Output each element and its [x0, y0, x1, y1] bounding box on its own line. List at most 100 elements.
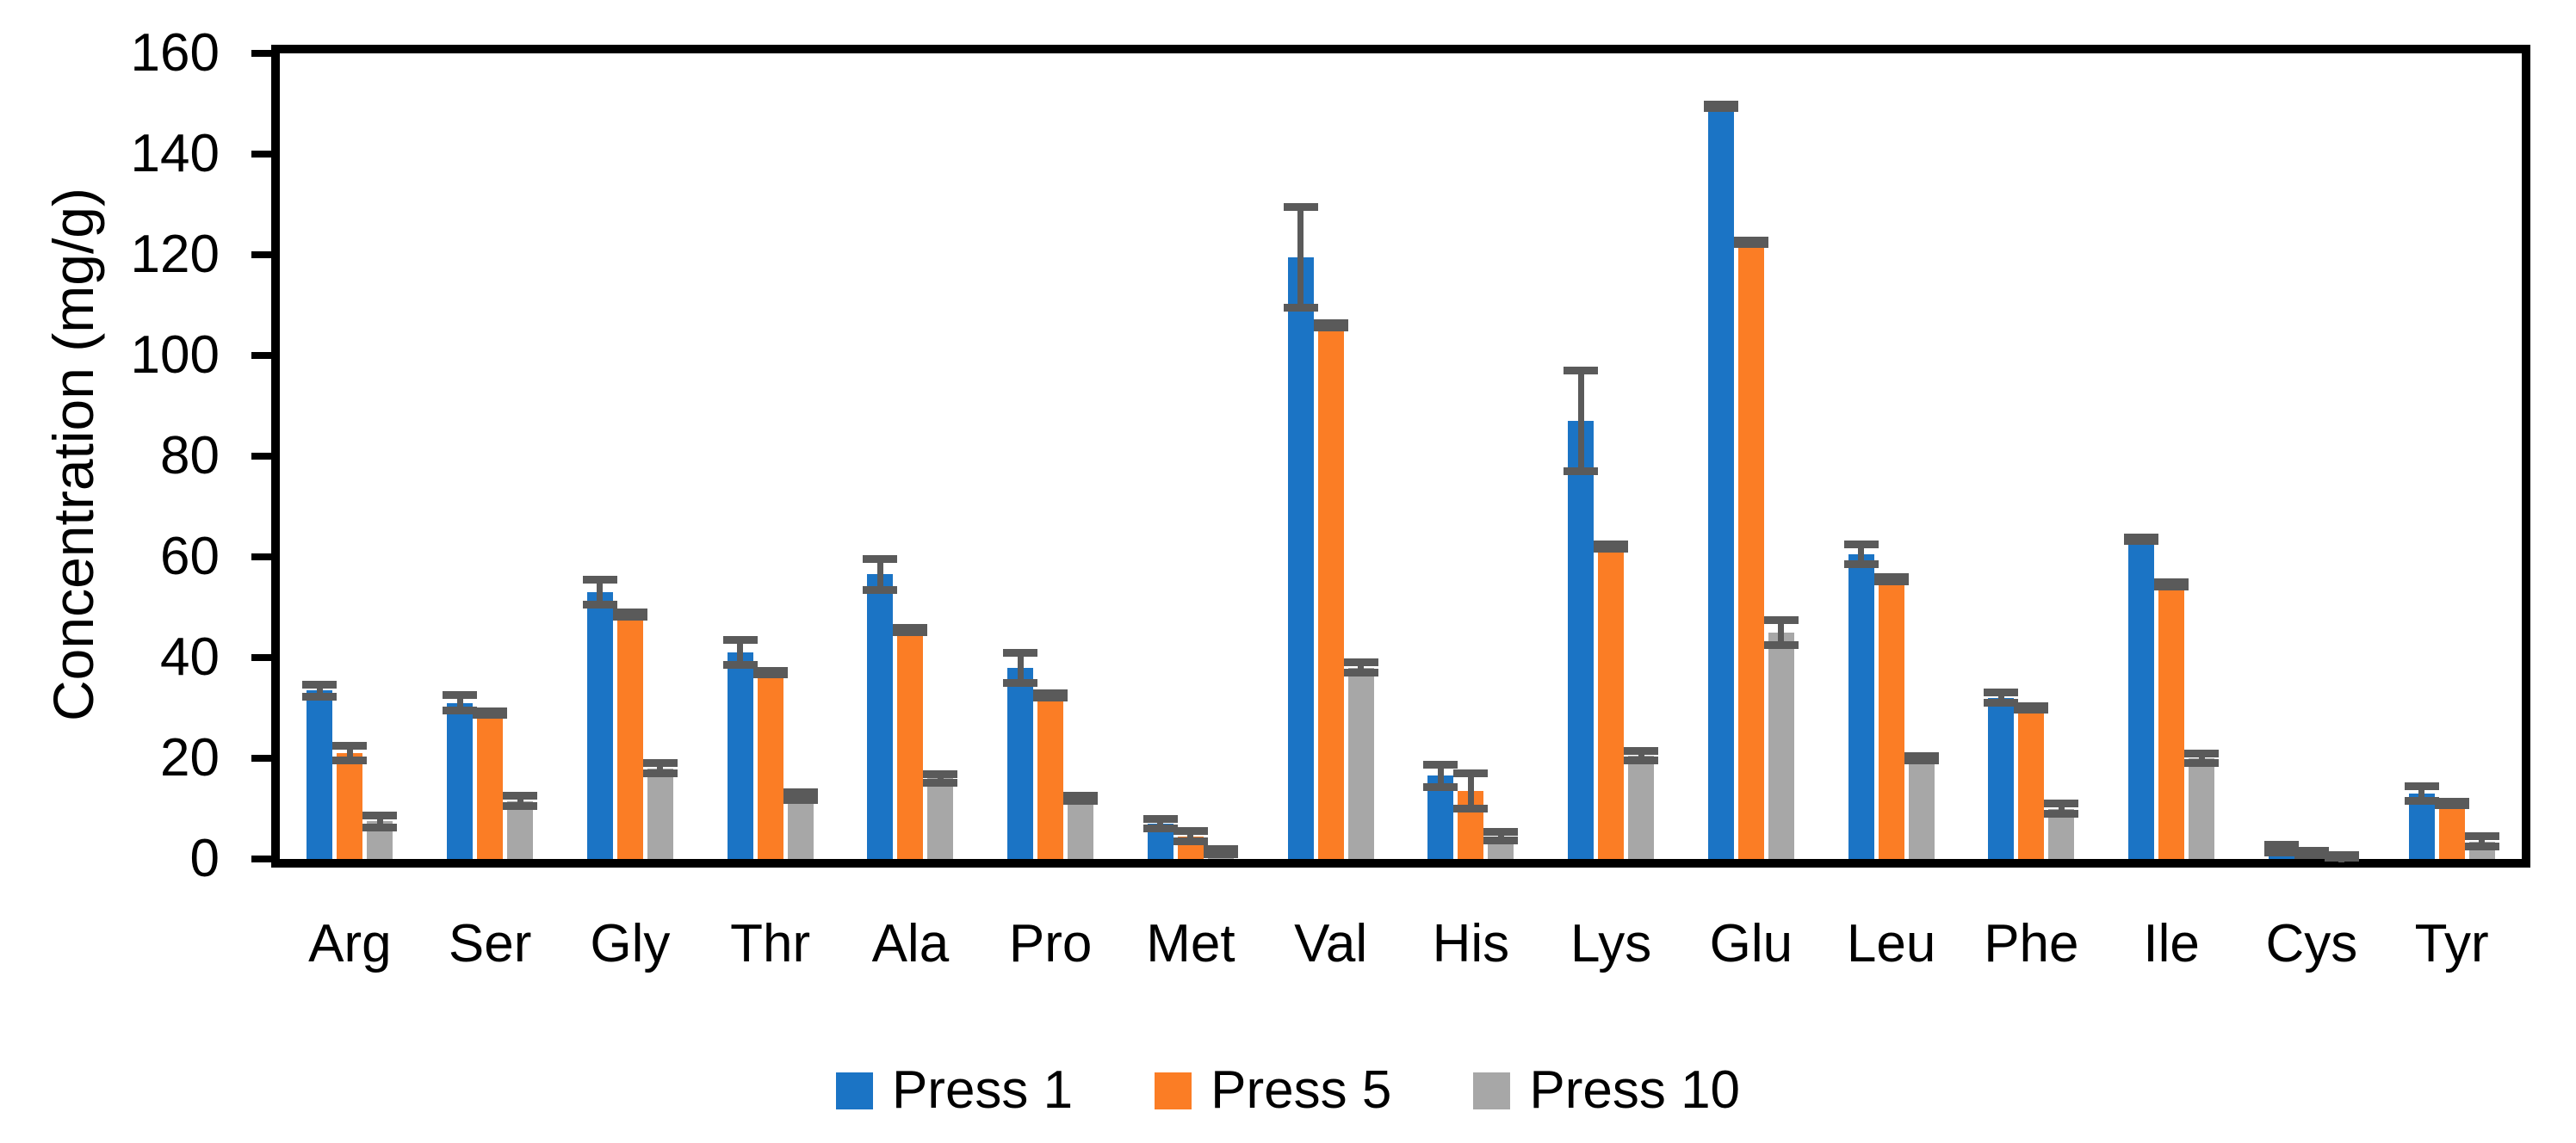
error-cap-top — [783, 788, 818, 796]
error-cap-top — [1733, 236, 1768, 244]
y-tick-100 — [251, 352, 271, 359]
y-tick-label-140: 140 — [130, 124, 220, 183]
x-tick-label-leu: Leu — [1846, 914, 1936, 973]
error-whisker — [1638, 751, 1644, 761]
bar-press5-lys — [1598, 547, 1625, 859]
error-cap-top — [1343, 658, 1378, 667]
error-whisker — [797, 792, 804, 800]
error-whisker — [657, 763, 664, 774]
bar-press5-ser — [477, 713, 504, 859]
error-cap-bottom — [1423, 783, 1458, 792]
error-cap-top — [1564, 367, 1599, 375]
error-cap-bottom — [2124, 537, 2159, 546]
bar-press5-thr — [757, 672, 783, 859]
error-whisker — [737, 639, 744, 665]
error-cap-bottom — [1283, 303, 1318, 312]
bar-press10-glu — [1768, 632, 1794, 859]
error-cap-top — [473, 707, 508, 715]
legend-swatch-press-10 — [1473, 1072, 1511, 1109]
error-cap-top — [1904, 751, 1939, 760]
x-tick-label-tyr: Tyr — [2414, 914, 2489, 973]
y-tick-label-0: 0 — [189, 829, 220, 888]
error-cap-bottom — [1904, 757, 1939, 765]
bar-press10-thr — [787, 795, 814, 859]
error-cap-top — [503, 792, 538, 800]
bar-press5-arg — [337, 753, 363, 859]
y-tick-label-120: 120 — [130, 225, 220, 284]
bar-press5-leu — [1878, 579, 1904, 859]
x-tick-label-thr: Thr — [730, 914, 811, 973]
error-whisker — [1358, 662, 1365, 673]
error-whisker — [346, 745, 353, 761]
error-cap-top — [332, 741, 368, 750]
error-whisker — [1437, 764, 1444, 788]
error-cap-bottom — [893, 627, 928, 636]
error-cap-top — [443, 691, 478, 700]
error-cap-bottom — [332, 757, 368, 765]
error-cap-bottom — [2404, 797, 2439, 806]
error-cap-top — [2434, 797, 2469, 806]
bar-press5-ala — [897, 629, 924, 859]
bar-press10-pro — [1068, 798, 1094, 859]
error-cap-bottom — [503, 802, 538, 811]
y-tick-label-100: 100 — [130, 325, 220, 385]
error-cap-top — [1984, 689, 2019, 697]
error-cap-bottom — [443, 706, 478, 714]
error-whisker — [2278, 844, 2285, 853]
error-whisker — [876, 559, 883, 590]
error-cap-top — [1142, 814, 1178, 823]
error-whisker — [1017, 652, 1024, 683]
error-cap-bottom — [1343, 669, 1378, 677]
error-cap-bottom — [1873, 578, 1909, 586]
error-cap-top — [863, 555, 898, 564]
plot-area-frame — [271, 45, 2530, 868]
bar-press1-val — [1287, 256, 1314, 859]
y-tick-40 — [251, 654, 271, 661]
error-cap-top — [642, 759, 678, 768]
y-tick-160 — [251, 50, 271, 57]
error-cap-bottom — [2434, 801, 2469, 810]
bar-press1-ala — [867, 574, 894, 859]
error-cap-top — [2184, 749, 2220, 757]
error-cap-bottom — [1203, 850, 1238, 858]
bar-press1-thr — [727, 652, 753, 859]
legend-label-press-10: Press 10 — [1529, 1060, 1741, 1120]
error-cap-top — [893, 623, 928, 632]
legend-label-press-5: Press 5 — [1211, 1060, 1392, 1120]
error-cap-bottom — [923, 778, 958, 787]
error-cap-bottom — [1313, 323, 1348, 331]
error-cap-bottom — [1003, 678, 1038, 687]
error-cap-top — [1594, 541, 1629, 549]
error-cap-bottom — [1594, 545, 1629, 553]
x-tick-label-cys: Cys — [2265, 914, 2358, 973]
error-cap-top — [1063, 792, 1099, 800]
error-cap-top — [722, 636, 758, 645]
error-cap-top — [2154, 578, 2189, 587]
error-cap-bottom — [1063, 797, 1099, 806]
error-cap-bottom — [2263, 849, 2299, 857]
error-cap-top — [2044, 800, 2079, 808]
bar-press1-ser — [447, 702, 474, 859]
error-cap-bottom — [1984, 699, 2019, 707]
error-cap-bottom — [1763, 640, 1799, 649]
bar-press10-gly — [647, 768, 673, 859]
error-cap-bottom — [1703, 104, 1738, 113]
error-cap-top — [1624, 746, 1659, 755]
error-whisker — [597, 579, 604, 605]
error-cap-bottom — [2324, 854, 2359, 862]
plot-area — [280, 53, 2522, 863]
y-tick-label-160: 160 — [130, 23, 220, 83]
error-cap-top — [1203, 844, 1238, 853]
legend-entry-press-5: Press 5 — [1155, 1064, 1391, 1117]
error-whisker — [2418, 786, 2425, 801]
error-cap-bottom — [1453, 805, 1489, 812]
error-cap-bottom — [1033, 693, 1068, 701]
error-cap-bottom — [2014, 706, 2049, 714]
error-cap-bottom — [473, 711, 508, 720]
x-tick-label-glu: Glu — [1709, 914, 1793, 973]
error-cap-bottom — [642, 769, 678, 778]
error-cap-bottom — [302, 692, 337, 701]
error-cap-top — [1003, 648, 1038, 657]
bar-press5-glu — [1737, 242, 1764, 859]
x-tick-label-lys: Lys — [1570, 914, 1652, 973]
